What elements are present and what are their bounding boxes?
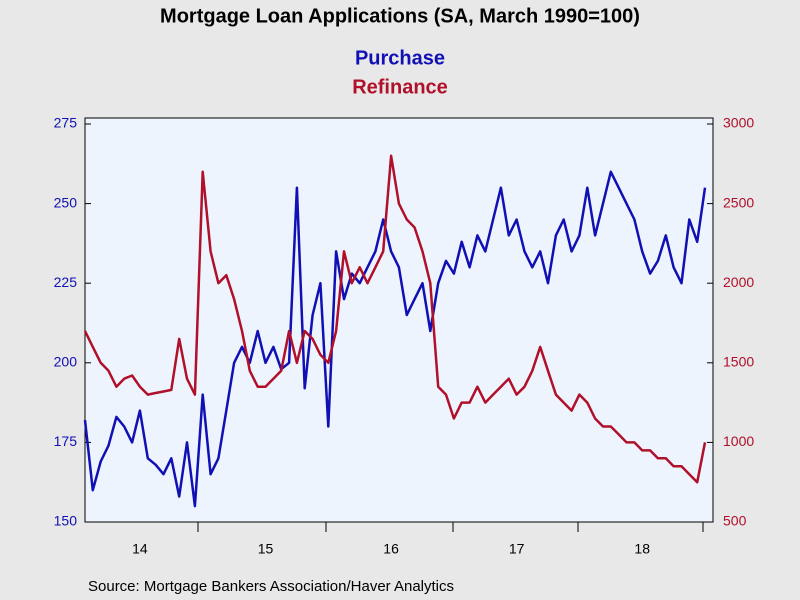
chart-title: Mortgage Loan Applications (SA, March 19…: [160, 5, 640, 27]
source-note: Source: Mortgage Bankers Association/Hav…: [88, 578, 454, 595]
legend-entry: Refinance: [352, 76, 448, 98]
y2-tick-label: 1500: [723, 354, 754, 370]
x-tick-label: 17: [509, 541, 525, 557]
y2-tick-label: 2000: [723, 274, 754, 290]
x-axis-ticks: [197, 522, 704, 532]
plot-area: [84, 117, 714, 523]
y-tick-label: 275: [54, 115, 78, 131]
y-tick-label: 150: [54, 513, 78, 529]
y2-tick-label: 3000: [723, 115, 754, 131]
legend-entry: Purchase: [355, 47, 445, 69]
y-tick-label: 225: [54, 274, 78, 290]
x-tick-label: 14: [132, 541, 148, 557]
y-tick-label: 200: [54, 354, 78, 370]
x-tick-label: 16: [383, 541, 399, 557]
y-tick-label: 250: [54, 194, 78, 210]
y-tick-label: 175: [54, 433, 78, 449]
x-tick-label: 15: [258, 541, 274, 557]
series-line: [83, 170, 707, 508]
x-tick-label: 18: [634, 541, 650, 557]
series-line: [83, 154, 707, 484]
y2-tick-label: 2500: [723, 194, 754, 210]
y2-tick-label: 500: [723, 513, 747, 529]
y2-tick-label: 1000: [723, 433, 754, 449]
